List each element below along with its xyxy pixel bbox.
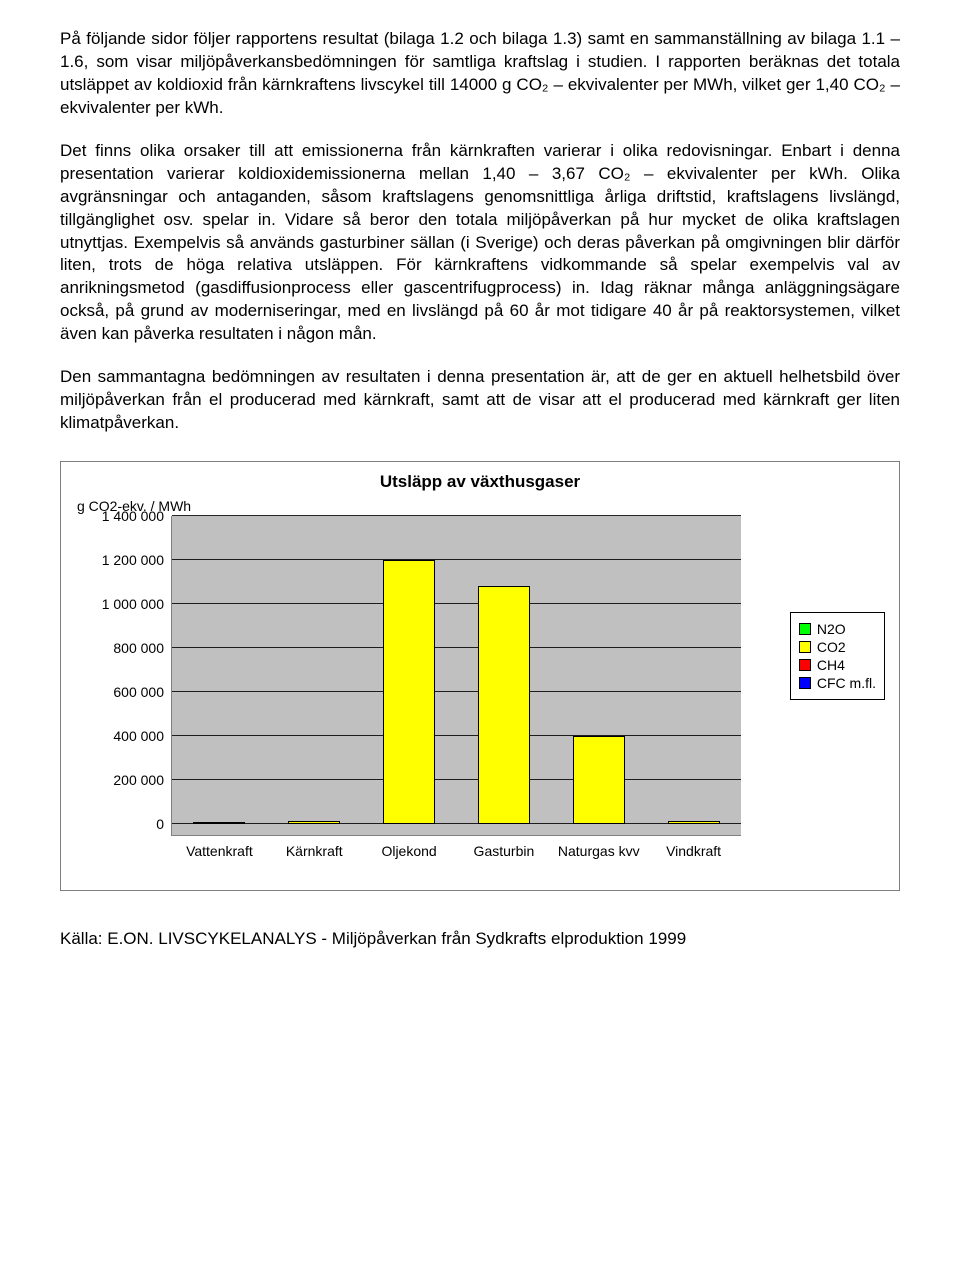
chart-legend: N2O CO2 CH4 CFC m.fl.: [790, 612, 885, 700]
chart-gridline: [172, 647, 741, 648]
chart-gridline: [172, 603, 741, 604]
chart-source: Källa: E.ON. LIVSCYKELANALYS - Miljöpåve…: [60, 929, 900, 949]
chart-xtick: Kärnkraft: [286, 835, 343, 859]
chart-title: Utsläpp av växthusgaser: [75, 472, 885, 492]
legend-label: CH4: [817, 657, 845, 673]
chart-gridline: [172, 515, 741, 516]
chart-xtick: Vindkraft: [666, 835, 721, 859]
paragraph-2: Det finns olika orsaker till att emissio…: [60, 140, 900, 346]
paragraph-3: Den sammantagna bedömningen av resultate…: [60, 366, 900, 435]
chart-xtick: Oljekond: [381, 835, 436, 859]
chart-bar: [573, 736, 625, 824]
chart-ytick: 600 000: [113, 684, 172, 700]
legend-swatch: [799, 623, 811, 635]
legend-label: N2O: [817, 621, 846, 637]
chart-ytick: 0: [156, 816, 172, 832]
legend-swatch: [799, 659, 811, 671]
chart-gridline: [172, 779, 741, 780]
chart-bar: [288, 821, 340, 824]
legend-label: CFC m.fl.: [817, 675, 876, 691]
chart-ytick: 200 000: [113, 772, 172, 788]
chart-ytick: 1 000 000: [102, 596, 172, 612]
chart-gridline: [172, 559, 741, 560]
paragraph-1: På följande sidor följer rapportens resu…: [60, 28, 900, 120]
chart-ytick: 1 200 000: [102, 552, 172, 568]
chart-xtick: Gasturbin: [474, 835, 535, 859]
chart-bar: [668, 821, 720, 824]
legend-swatch: [799, 641, 811, 653]
legend-item: N2O: [799, 621, 876, 637]
chart-gridline: [172, 735, 741, 736]
legend-item: CH4: [799, 657, 876, 673]
greenhouse-chart: Utsläpp av växthusgaser g CO2-ekv. / MWh…: [60, 461, 900, 891]
chart-ytick: 400 000: [113, 728, 172, 744]
chart-bar: [383, 560, 435, 824]
legend-item: CFC m.fl.: [799, 675, 876, 691]
chart-xtick: Vattenkraft: [186, 835, 253, 859]
chart-gridline: [172, 823, 741, 824]
chart-gridline: [172, 691, 741, 692]
legend-label: CO2: [817, 639, 846, 655]
legend-item: CO2: [799, 639, 876, 655]
chart-bar: [478, 586, 530, 824]
chart-plot-area: 0200 000400 000600 000800 0001 000 0001 …: [171, 516, 741, 836]
chart-xtick: Naturgas kvv: [558, 835, 640, 859]
chart-ytick: 1 400 000: [102, 508, 172, 524]
chart-ytick: 800 000: [113, 640, 172, 656]
chart-bar: [193, 822, 245, 824]
legend-swatch: [799, 677, 811, 689]
